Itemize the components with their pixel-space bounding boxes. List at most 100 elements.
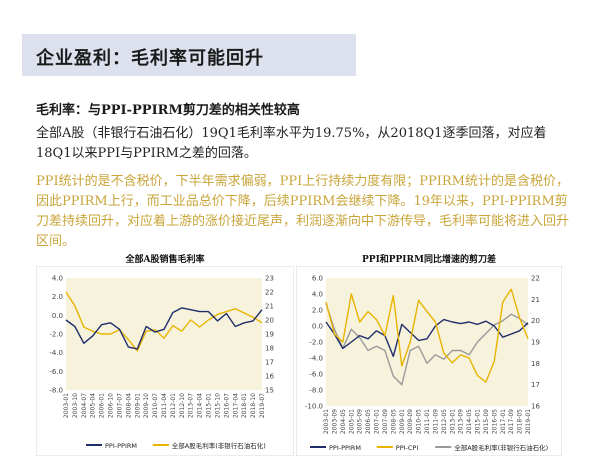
chart2-xtick: 2014-05 (466, 409, 473, 434)
chart1-ytick-left: -6.0 (49, 368, 63, 376)
chart1-series-line-0 (65, 307, 263, 350)
chart2-ytick-right: 17 (531, 381, 540, 389)
chart2-ytick-right: 20 (531, 317, 540, 325)
chart2-series-line-2 (325, 303, 529, 386)
chart2-xtick: 2019-01 (525, 409, 532, 434)
chart2-xtick: 2005-09 (357, 409, 364, 434)
chart2-xtick: 2011-01 (424, 409, 431, 434)
chart1-ytick-right: 18 (265, 345, 274, 353)
chart2-xtick: 2007-09 (382, 409, 389, 434)
chart1-title: 全部A股销售毛利率 (125, 255, 205, 265)
chart2-ytick-right: 21 (531, 296, 540, 304)
chart1-ytick-right: 16 (265, 373, 274, 381)
chart2-ytick-left: -8.0 (309, 387, 323, 395)
chart2-xtick: 2018-05 (517, 409, 524, 434)
chart1-xtick: 2017-04 (232, 393, 239, 418)
chart1-xtick: 2008-04 (125, 393, 132, 418)
chart1-xtick: 2003-01 (63, 393, 70, 418)
title-band (22, 34, 356, 76)
chart2-ytick-right: 18 (531, 360, 540, 368)
chart1-ytick-right: 15 (265, 387, 274, 395)
chart1-ytick-left: 4.0 (52, 275, 63, 283)
chart1-ytick-right: 20 (265, 317, 274, 325)
chart1-xtick: 2015-10 (214, 393, 221, 418)
chart2-xtick: 2011-09 (432, 409, 439, 434)
chart1-ytick-left: 2.0 (52, 293, 63, 301)
chart1-xtick: 2010-07 (152, 393, 159, 418)
chart1-xtick: 2012-01 (170, 393, 177, 418)
chart2-title: PPI和PPIRM同比增速的剪刀差 (362, 255, 496, 265)
chart1-ytick-left: -8.0 (49, 387, 63, 395)
chart2-xtick: 2004-05 (340, 409, 347, 434)
chart1-xtick: 2003-10 (72, 393, 79, 418)
chart1-svg: 4.0 2.0 0.0 -2.0 -4.0 -6.0 -8.0 23 22 21 20 19 18 17 1… (35, 265, 295, 457)
chart2-ytick-left: 2.0 (312, 307, 323, 315)
chart2-xtick: 2013-09 (458, 409, 465, 434)
chart2-legend-label-1: PPI-CPI (396, 444, 419, 452)
chart1-ytick-right: 19 (265, 331, 274, 339)
chart2-xtick: 2013-01 (449, 409, 456, 434)
chart2-xtick: 2009-09 (407, 409, 414, 434)
chart2-xtick: 2017-09 (508, 409, 515, 434)
chart1-xtick: 2006-01 (99, 393, 106, 418)
chart1-xtick: 2016-07 (223, 393, 230, 418)
chart2-ytick-left: -6.0 (309, 371, 323, 379)
chart1-xtick: 2015-01 (206, 393, 213, 418)
chart2-plot-area (326, 278, 528, 406)
chart1-ytick-left: -2.0 (49, 331, 63, 339)
chart1-series-line-1 (65, 291, 263, 352)
chart1: 4.0 2.0 0.0 -2.0 -4.0 -6.0 -8.0 23 22 21 20 19 18 17 1… (35, 265, 295, 457)
chart2-ytick-left: -4.0 (309, 355, 323, 363)
chart1-xtick: 2005-04 (90, 393, 97, 418)
chart2-xtick: 2009-01 (399, 409, 406, 434)
chart1-xtick: 2018-01 (241, 393, 248, 418)
chart1-ytick-right: 23 (265, 275, 274, 283)
chart1-legend-label-1: 全部A股毛利率(非银行石油石化) (172, 441, 266, 450)
chart2-xtick: 2006-05 (365, 409, 372, 434)
slide-title: 企业盈利：毛利率可能回升 (36, 48, 264, 69)
chart1-xtick: 2018-10 (250, 393, 257, 418)
chart2-svg: 6.04.02.00.0-2.0-4.0-6.0-8.0-10.02221201… (295, 265, 563, 457)
chart2-ytick-left: 0.0 (312, 323, 323, 331)
chart1-ytick-right: 21 (265, 303, 274, 311)
chart1-ytick-right: 17 (265, 359, 274, 367)
chart1-xtick: 2004-07 (81, 393, 88, 418)
chart1-xtick: 2007-07 (116, 393, 123, 418)
chart1-xtick: 2019-07 (259, 393, 266, 418)
chart2: 6.0 4.0 2.0 0.0 -2.0 -4.0 -6.0 -8.0 -10.0 22 21 20 1… (295, 265, 563, 457)
chart1-plot-area (66, 278, 262, 390)
chart2-xtick: 2010-05 (416, 409, 423, 434)
chart1-legend-label-0: PPI-PPIRM (105, 442, 137, 450)
chart2-xtick: 2003-01 (323, 409, 330, 434)
chart2-xtick: 2008-05 (390, 409, 397, 434)
chart2-ytick-left: -10.0 (305, 403, 323, 411)
chart2-xtick: 2005-01 (348, 409, 355, 434)
chart1-ytick-left: 0.0 (52, 312, 63, 320)
chart1-ytick-right: 22 (265, 289, 274, 297)
chart1-xtick: 2009-01 (134, 393, 141, 418)
chart2-legend-label-2: 全部A股毛利率(非银行石油石化) (454, 443, 548, 452)
chart1-ytick-left: -4.0 (49, 349, 63, 357)
chart2-ytick-right: 16 (531, 403, 540, 411)
chart2-series-line-0 (325, 318, 529, 358)
chart1-xtick: 2012-10 (179, 393, 186, 418)
chart1-xtick: 2014-04 (197, 393, 204, 418)
chart1-xtick: 2011-04 (161, 393, 168, 418)
chart2-xtick: 2012-05 (441, 409, 448, 434)
chart2-series-line-1 (325, 288, 529, 383)
chart1-xtick: 2009-10 (143, 393, 150, 418)
chart2-xtick: 2017-01 (500, 409, 507, 434)
chart2-ytick-right: 22 (531, 275, 540, 283)
chart2-legend-label-0: PPI-PPIRM (329, 444, 361, 452)
chart2-xtick: 2007-01 (374, 409, 381, 434)
chart2-ytick-right: 19 (531, 339, 540, 347)
chart1-xtick: 2013-07 (188, 393, 195, 418)
chart2-ytick-left: 4.0 (312, 291, 323, 299)
paragraph-ppi-analysis: PPI统计的是不含税价，下半年需求偏弱，PPI上行持续力度有限；PPIRM统计的… (36, 174, 570, 249)
chart2-ytick-left: -2.0 (309, 339, 323, 347)
chart1-xtick: 2006-10 (108, 393, 115, 418)
chart2-xtick: 2003-09 (331, 409, 338, 434)
paragraph-margin-summary: 全部A股（非银行石油石化）19Q1毛利率水平为19.75%，从2018Q1逐季回… (36, 126, 547, 161)
chart2-xtick: 2016-05 (491, 409, 498, 434)
chart2-xtick: 2015-09 (483, 409, 490, 434)
